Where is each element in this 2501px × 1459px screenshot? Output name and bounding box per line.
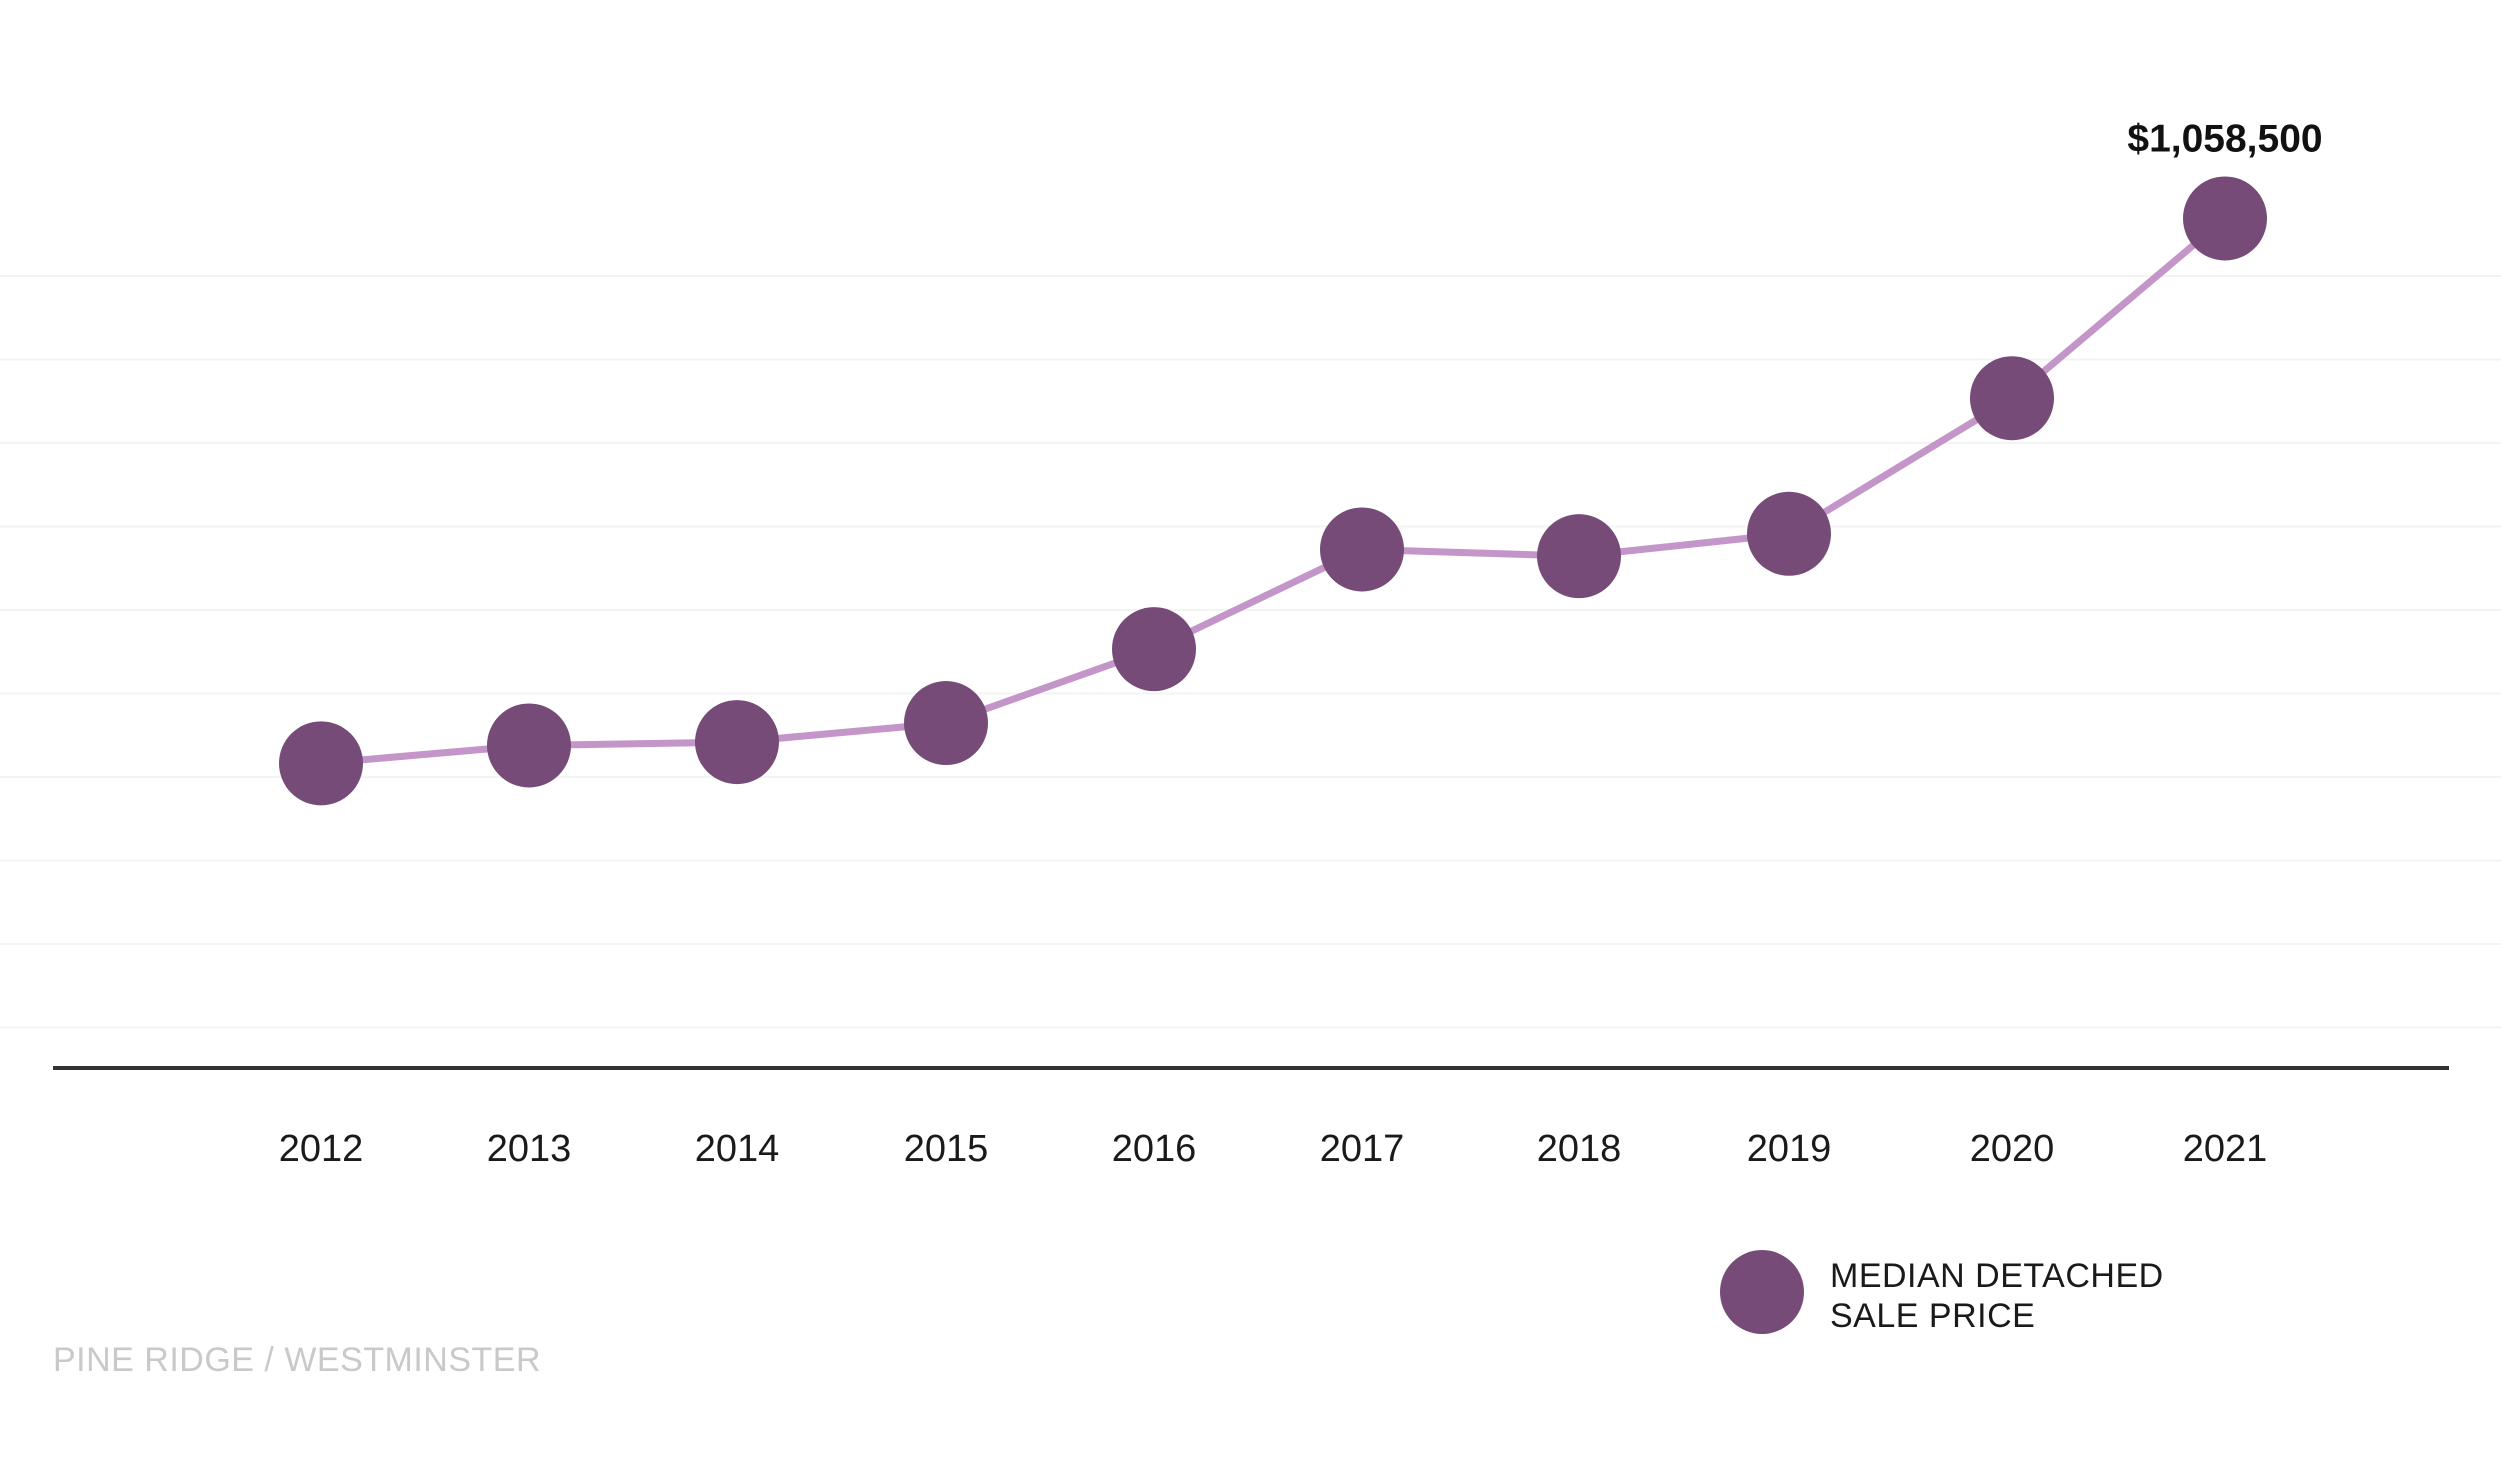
x-tick-label: 2013 <box>487 1128 572 1170</box>
legend-label-line-1: MEDIAN DETACHED <box>1830 1257 2164 1295</box>
x-tick-label: 2021 <box>2183 1128 2268 1170</box>
x-tick-label: 2014 <box>695 1128 780 1170</box>
data-points <box>279 176 2267 806</box>
data-point-2016 <box>1112 607 1196 692</box>
data-point-2018 <box>1537 514 1621 599</box>
data-point-2015 <box>904 681 988 766</box>
source-label: PINE RIDGE / WESTMINSTER <box>53 1341 541 1379</box>
legend-label-line-2: SALE PRICE <box>1830 1297 2035 1335</box>
data-point-2013 <box>487 703 571 788</box>
data-point-2019 <box>1747 491 1831 576</box>
x-tick-label: 2017 <box>1320 1128 1405 1170</box>
x-tick-label: 2015 <box>904 1128 989 1170</box>
x-tick-label: 2016 <box>1112 1128 1197 1170</box>
data-label-2021: $1,058,500 <box>2127 117 2322 160</box>
x-tick-labels: 2012 2013 2014 2015 2016 2017 2018 2019 2020 2021 <box>279 1128 2268 1170</box>
data-point-2020 <box>1970 356 2054 441</box>
data-point-2012 <box>279 721 363 806</box>
x-tick-label: 2020 <box>1970 1128 2055 1170</box>
gridlines <box>0 275 2501 1029</box>
x-tick-label: 2019 <box>1747 1128 1832 1170</box>
x-tick-label: 2012 <box>279 1128 364 1170</box>
legend-marker <box>1720 1250 1804 1334</box>
x-tick-label: 2018 <box>1537 1128 1622 1170</box>
data-point-2014 <box>695 700 779 785</box>
annotations: $1,058,500 <box>2127 117 2322 160</box>
legend: MEDIAN DETACHED SALE PRICE <box>1720 1250 2164 1335</box>
series-line <box>317 214 2229 767</box>
data-point-2021 <box>2183 176 2267 261</box>
data-point-2017 <box>1320 507 1404 592</box>
